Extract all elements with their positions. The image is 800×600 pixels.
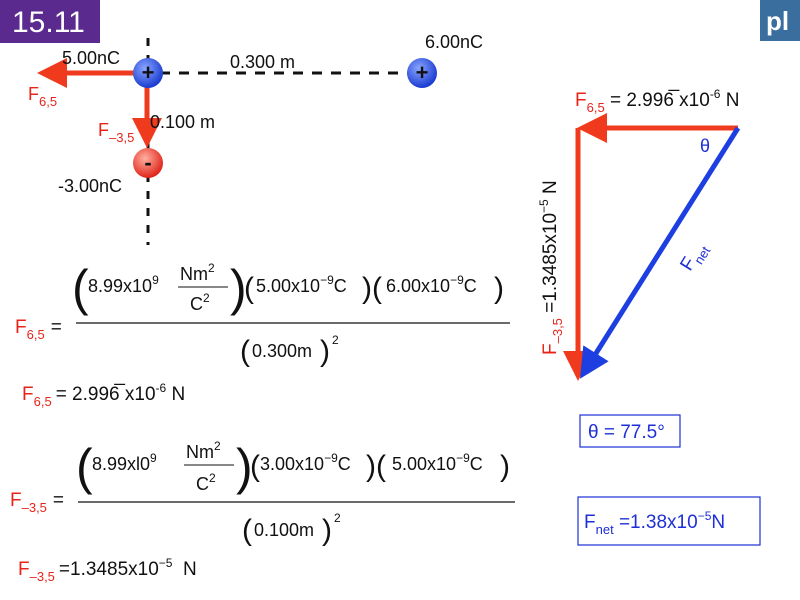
slide-number: 15.11 <box>12 6 85 39</box>
distance-horizontal-label: 0.300 m <box>230 52 295 72</box>
plus-sign-icon: + <box>416 60 429 85</box>
svg-text:F6,5=: F6,5 = <box>15 317 62 342</box>
fnet-answer: Fnet =1.38x10−5N <box>584 509 725 537</box>
fnet-vector-label: Fnet <box>676 238 713 277</box>
svg-text:(: ( <box>242 514 252 547</box>
svg-text:): ) <box>230 260 247 316</box>
charge-6-positive <box>407 58 437 88</box>
svg-text:)(: )( <box>366 450 386 483</box>
plus-sign-icon: + <box>142 60 155 85</box>
charge-6-label: 6.00nC <box>425 32 483 52</box>
theta-angle-label: θ <box>700 136 710 156</box>
distance-vertical-label: 0.100 m <box>150 112 215 132</box>
force-65-label: F6,5 <box>28 84 57 109</box>
equation-fneg35: F–3,5 = ( 8.99xl09 Nm2 C2 ) ( 3.00x10−9C … <box>10 439 515 547</box>
result-fneg35: F–3,5 =1.3485x10−5 N <box>18 556 197 584</box>
svg-text:): ) <box>500 450 510 483</box>
svg-text:F–3,5=: F–3,5 = <box>10 490 64 515</box>
svg-text:0.300m: 0.300m <box>252 341 312 361</box>
svg-text:): ) <box>236 439 253 495</box>
equation-f65: F6,5 = ( 8.99x109 Nm2 C2 ) ( 5.00x10−9C )… <box>15 260 510 368</box>
svg-text:): ) <box>322 514 332 547</box>
logo-badge <box>760 0 800 41</box>
svg-text:): ) <box>494 272 504 305</box>
svg-text:)(: )( <box>362 272 382 305</box>
svg-text:): ) <box>320 335 330 368</box>
svg-text:8.99xl09: 8.99xl09 <box>92 451 157 474</box>
theta-answer-box <box>579 414 681 448</box>
svg-text:(: ( <box>72 260 89 316</box>
svg-text:(: ( <box>240 335 250 368</box>
svg-text:(: ( <box>76 439 93 495</box>
svg-text:2: 2 <box>334 511 341 525</box>
fnet-answer-box <box>577 496 761 546</box>
svg-text:5.00x10−9C: 5.00x10−9C <box>256 273 347 296</box>
charge-neg3-negative <box>133 148 163 178</box>
charge-5-label: 5.00nC <box>62 48 120 68</box>
svg-text:0.100m: 0.100m <box>254 520 314 540</box>
result-f65: F6,5 = 2.996̅ x10-6 N <box>22 381 185 409</box>
theta-answer: θ = 77.5° <box>588 422 665 443</box>
svg-text:Nm2: Nm2 <box>186 439 221 462</box>
svg-text:5.00x10−9C: 5.00x10−9C <box>392 451 483 474</box>
svg-text:3.00x10−9C: 3.00x10−9C <box>260 451 351 474</box>
force-neg35-label: F–3,5 <box>98 120 134 145</box>
triangle-side-label: F–3,5 =1.3485x10−5 N <box>537 180 565 355</box>
svg-text:(: ( <box>244 272 254 305</box>
triangle-fnet-arrow <box>580 126 741 379</box>
triangle-top-label: F6,5 = 2.996̅ x10-6 N <box>575 87 739 115</box>
charge-5-positive <box>133 58 163 88</box>
svg-text:Nm2: Nm2 <box>180 261 215 284</box>
svg-text:8.99x109: 8.99x109 <box>88 273 159 296</box>
svg-text:6.00x10−9C: 6.00x10−9C <box>386 273 477 296</box>
logo-text: pl <box>766 6 789 36</box>
charge-neg3-label: -3.00nC <box>58 176 122 196</box>
minus-sign-icon: - <box>144 150 151 175</box>
svg-text:C2: C2 <box>190 291 210 314</box>
svg-text:2: 2 <box>332 333 339 347</box>
slide-number-badge <box>0 0 100 43</box>
svg-text:C2: C2 <box>196 471 216 494</box>
svg-text:(: ( <box>250 450 260 483</box>
